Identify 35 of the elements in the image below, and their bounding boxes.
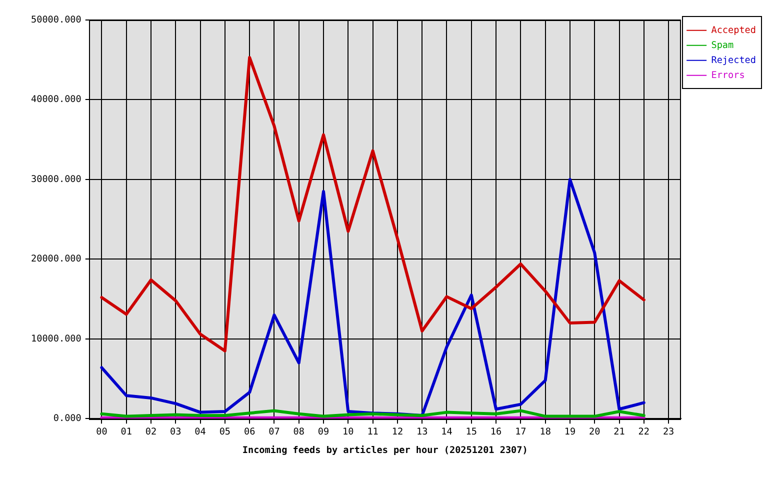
y-tick-label: 20000.000: [31, 254, 82, 265]
x-tick-label: 15: [466, 426, 477, 438]
legend-label: Spam: [711, 40, 734, 51]
x-tick-label: 20: [589, 426, 600, 438]
x-tick-label: 16: [490, 426, 502, 438]
x-tick-label: 23: [662, 426, 674, 438]
x-tick-label: 04: [194, 426, 206, 438]
legend-label: Errors: [711, 70, 745, 81]
x-tick-label: 08: [293, 426, 304, 438]
x-tick-label: 13: [416, 426, 428, 438]
y-tick-label: 50000.000: [31, 14, 82, 26]
x-tick-label: 18: [540, 426, 551, 438]
legend-label: Rejected: [711, 54, 756, 66]
x-tick-label: 17: [515, 426, 526, 438]
x-tick-label: 12: [392, 426, 404, 438]
x-tick-label: 02: [145, 426, 157, 438]
legend-label: Accepted: [711, 24, 756, 36]
x-tick-label: 14: [441, 426, 453, 438]
y-tick-label: 0.000: [53, 413, 82, 424]
x-tick-label: 11: [367, 426, 378, 438]
y-tick-label: 40000.000: [31, 94, 82, 106]
x-tick-label: 03: [170, 426, 182, 438]
x-tick-label: 19: [564, 426, 576, 438]
y-tick-label: 10000.000: [31, 333, 82, 344]
x-axis-title: Incoming feeds by articles per hour (20251201 2307): [242, 444, 528, 456]
y-tick-label: 30000.000: [31, 174, 82, 185]
x-tick-label: 00: [96, 426, 108, 438]
x-tick-label: 21: [614, 426, 625, 438]
x-tick-label: 05: [219, 426, 231, 438]
x-tick-label: 01: [120, 426, 132, 438]
x-tick-label: 09: [318, 426, 330, 438]
x-tick-label: 10: [342, 426, 354, 438]
x-tick-label: 06: [244, 426, 256, 438]
x-tick-label: 07: [268, 426, 280, 438]
x-tick-label: 22: [638, 426, 650, 438]
